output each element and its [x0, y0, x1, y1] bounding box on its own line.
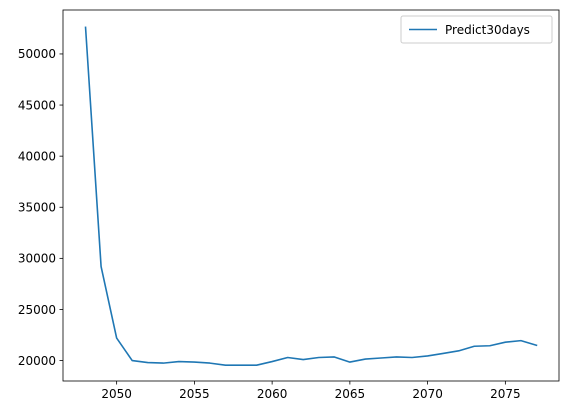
- x-tick-label: 2065: [335, 387, 366, 401]
- y-axis: 20000 25000 30000 35000 40000 45000 50000: [18, 47, 63, 368]
- plot-background: [63, 10, 559, 381]
- y-tick-label: 45000: [18, 98, 56, 112]
- plot-frame: [62, 9, 560, 382]
- x-tick-label: 2050: [101, 387, 132, 401]
- y-tick-label: 25000: [18, 303, 56, 317]
- y-tick-label: 35000: [18, 201, 56, 215]
- y-tick-label: 20000: [18, 354, 56, 368]
- x-tick-label: 2075: [490, 387, 521, 401]
- legend-box: [400, 15, 553, 44]
- legend: Predict30days: [400, 15, 553, 44]
- x-tick-label: 2055: [179, 387, 210, 401]
- series-layer: [84, 26, 538, 366]
- x-axis: 2050 2055 2060 2065 2070 2075: [101, 381, 521, 401]
- x-tick-label: 2060: [257, 387, 288, 401]
- legend-label: Predict30days: [445, 23, 530, 37]
- x-tick-label: 2070: [412, 387, 443, 401]
- y-tick-label: 30000: [18, 252, 56, 266]
- series-line-predict30days: [84, 26, 538, 366]
- y-tick-label: 50000: [18, 47, 56, 61]
- y-tick-label: 40000: [18, 149, 56, 163]
